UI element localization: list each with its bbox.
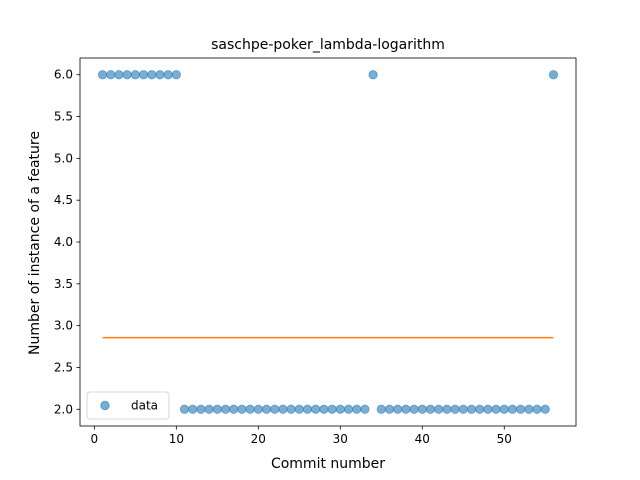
data-point [434, 404, 444, 414]
chart-title: saschpe-poker_lambda-logarithm [211, 37, 445, 53]
data-point [393, 404, 403, 414]
data-point [532, 404, 542, 414]
y-tick-label: 5.0 [54, 151, 73, 165]
data-point [319, 404, 329, 414]
data-point [352, 404, 362, 414]
data-point [253, 404, 263, 414]
x-tick-label: 10 [169, 432, 184, 446]
data-point [302, 404, 313, 414]
data-point [499, 404, 509, 414]
data-point [425, 404, 436, 414]
legend-box [86, 391, 170, 420]
data-point [409, 404, 419, 414]
y-tick-label: 2.5 [54, 360, 73, 374]
data-point [507, 404, 518, 414]
data-point [401, 404, 411, 414]
data-point [466, 404, 477, 414]
data-point [155, 70, 165, 80]
data-point [229, 404, 239, 414]
x-tick-label: 0 [91, 432, 99, 446]
data-point [343, 404, 354, 414]
x-axis-label: Commit number [271, 456, 385, 472]
data-point [294, 404, 304, 414]
data-point [147, 70, 157, 80]
y-tick-label: 2.0 [54, 402, 73, 416]
x-tick-label: 50 [497, 432, 512, 446]
data-point [360, 404, 370, 414]
data-point [516, 404, 526, 414]
data-point [188, 404, 198, 414]
data-point [475, 404, 485, 414]
data-point [286, 404, 296, 414]
data-point [138, 70, 149, 80]
data-point [540, 404, 550, 414]
x-tick-label: 20 [251, 432, 266, 446]
data-point [417, 404, 427, 414]
data-point [458, 404, 468, 414]
data-point [483, 404, 493, 414]
data-point [106, 70, 116, 80]
data-point [311, 404, 321, 414]
data-point [163, 70, 173, 80]
data-point [524, 404, 534, 414]
data-point [245, 404, 255, 414]
data-point [220, 404, 231, 414]
data-point [368, 70, 378, 80]
data-point [130, 70, 140, 80]
legend: data [86, 391, 170, 420]
y-tick-label: 5.5 [54, 110, 73, 124]
y-tick-label: 4.0 [54, 235, 73, 249]
x-tick-label: 30 [333, 432, 348, 446]
data-point [171, 70, 181, 80]
plot-area: 0 10 20 30 40 50 2.0 2.5 3.0 3.5 4.0 4.5 5.0 5.5 6.0 [54, 57, 577, 446]
data-point [278, 404, 288, 414]
y-axis-label: Number of instance of a feature [27, 131, 43, 355]
data-point [335, 404, 345, 414]
data-point [122, 70, 132, 80]
y-tick-label: 3.5 [54, 277, 73, 291]
y-tick-label: 4.5 [54, 193, 73, 207]
legend-label: data [131, 399, 158, 413]
x-tick-label: 40 [415, 432, 430, 446]
data-point [376, 404, 386, 414]
data-point [491, 404, 501, 414]
legend-marker [100, 400, 110, 411]
data-point [237, 404, 247, 414]
data-point [97, 70, 108, 80]
data-point [548, 70, 559, 80]
data-point [196, 404, 206, 414]
y-tick-label: 6.0 [54, 68, 73, 82]
data-point [114, 70, 124, 80]
data-point [442, 404, 452, 414]
data-point [204, 404, 214, 414]
data-point [270, 404, 280, 414]
data-point [384, 404, 395, 414]
data-point [450, 404, 460, 414]
data-point [327, 404, 337, 414]
data-point [261, 404, 272, 414]
data-point [212, 404, 222, 414]
y-tick-label: 3.0 [54, 319, 73, 333]
data-point [179, 404, 190, 414]
